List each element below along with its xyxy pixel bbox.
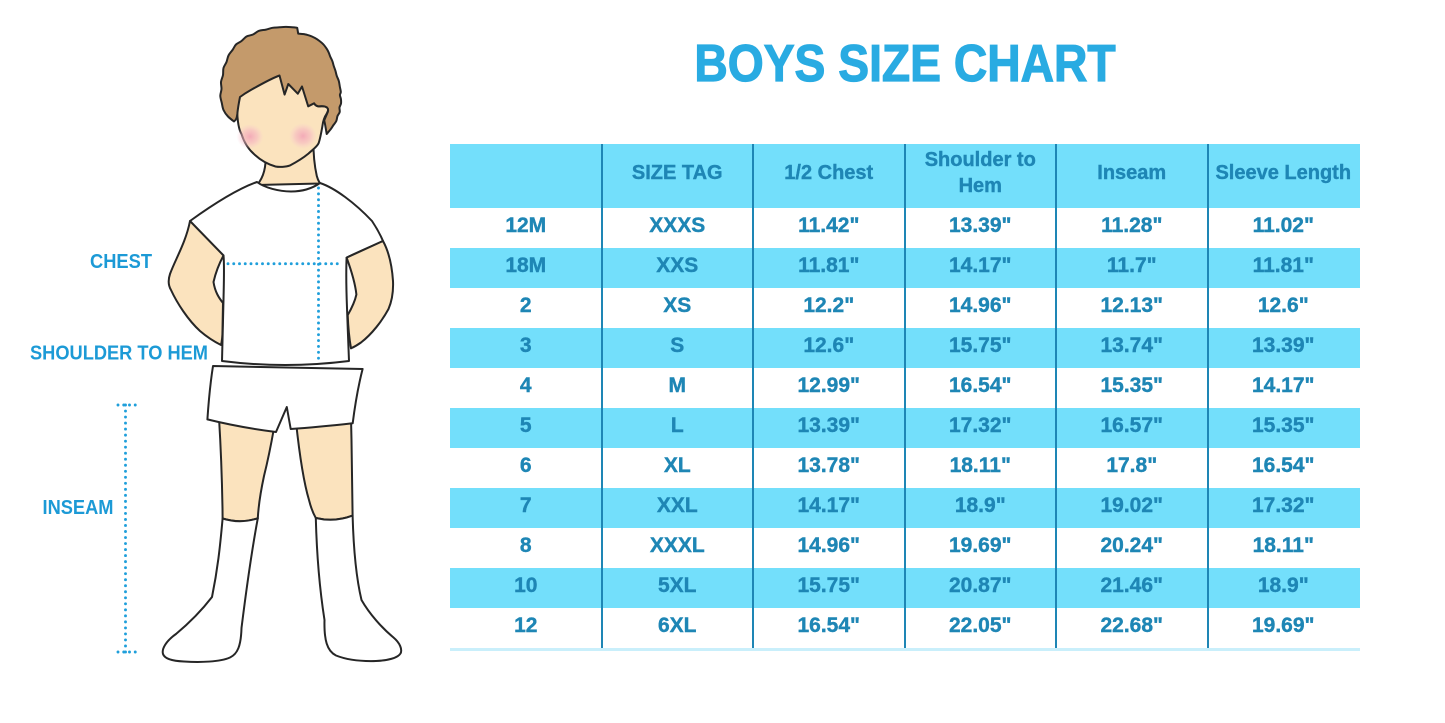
svg-text:SHOULDER TO HEM: SHOULDER TO HEM <box>30 343 208 365</box>
svg-text:CHEST: CHEST <box>90 251 152 273</box>
svg-text:INSEAM: INSEAM <box>43 497 114 519</box>
